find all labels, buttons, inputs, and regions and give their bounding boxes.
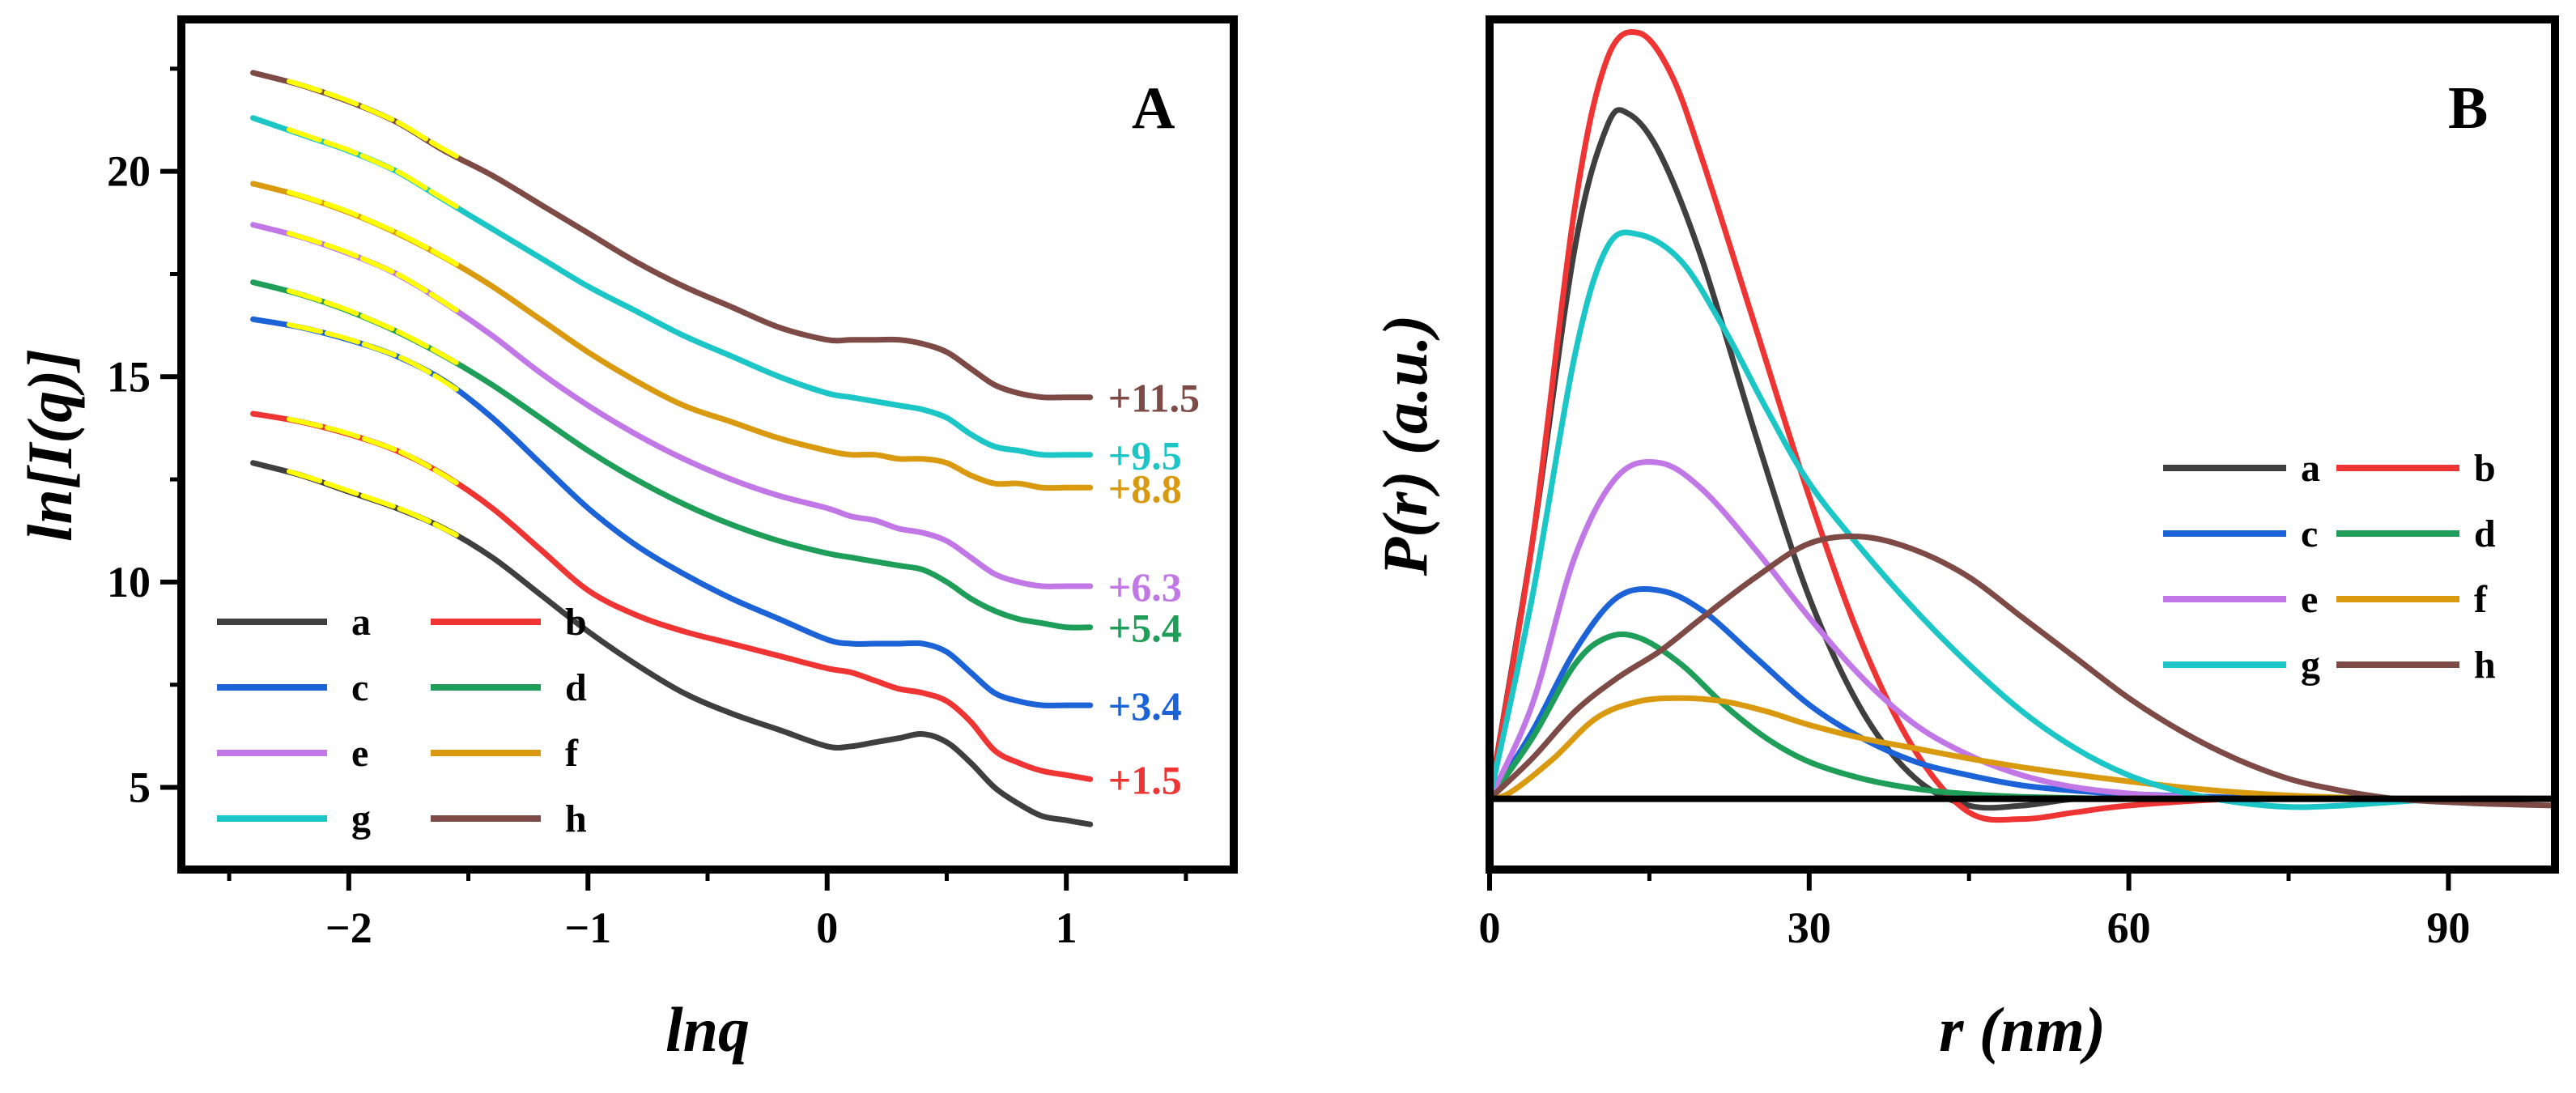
x-tick-label-b: 0 [1479,904,1501,952]
fit-line-g [287,127,459,210]
legend-label-b-b: b [2474,447,2496,490]
offset-label-b: +1.5 [1108,757,1182,802]
legend-label-a-f: f [565,732,579,775]
offset-label-h: +11.5 [1108,376,1200,421]
x-tick-label-a: −1 [564,904,611,952]
panel-b-x-ticks: 0 30 60 90 [1479,870,2470,952]
fit-line-b [287,416,459,486]
panel-b: a b c d e f g h 0 30 60 90 B r (nm) P(r) (a.u.) [1370,15,2559,1065]
fit-line-f [287,189,459,267]
panel-b-legend: a b c d e f g h [2163,447,2496,687]
offset-label-f: +8.8 [1108,466,1182,511]
legend-label-a-e: e [351,732,368,775]
x-tick-label-a: 0 [816,904,838,952]
panel-a-y-ticks: 5 10 15 20 [107,66,181,812]
fit-line-e [287,231,459,313]
panel-a-x-axis-title: lnq [665,994,750,1065]
legend-label-b-g: g [2301,644,2320,687]
y-tick-label-a: 20 [107,147,151,196]
y-tick-label-a: 15 [107,352,151,401]
legend-label-a-a: a [351,601,371,644]
panel-b-curves [1486,29,2558,823]
offset-label-d: +5.4 [1108,606,1182,651]
y-tick-label-a: 5 [129,763,151,812]
panel-a-legend: a b c d e f g h [217,601,587,840]
panel-b-label: B [2448,75,2488,142]
offset-label-c: +3.4 [1108,683,1182,729]
panel-a-y-axis-title: ln[I(q)] [15,349,85,542]
y-tick-label-a: 10 [107,558,151,606]
offset-label-g: +9.5 [1108,433,1182,478]
x-tick-label-a: −2 [325,904,372,952]
panel-a-offset-labels: +1.5 +3.4 +5.4+6.3 +8.8+9.5 +11.5 [1108,376,1200,803]
curve-b-e [1486,458,2558,802]
panel-a-label: A [1132,75,1175,142]
legend-label-b-h: h [2474,644,2496,687]
curve-a-c [250,316,1094,708]
panel-b-x-axis-title: r (nm) [1939,994,2106,1065]
x-tick-label-b: 60 [2107,904,2151,952]
legend-label-b-a: a [2301,447,2320,490]
fit-line-h [287,79,459,159]
x-tick-label-b: 30 [1787,904,1831,952]
legend-label-a-h: h [565,797,587,840]
curve-b-g [1486,229,2558,810]
fit-line-a [287,469,459,538]
legend-label-b-c: c [2301,512,2318,555]
x-tick-label-a: 1 [1056,904,1078,952]
legend-label-a-b: b [565,601,587,644]
panel-b-frame [1486,15,2559,874]
legend-label-b-f: f [2474,578,2488,621]
panel-a-fit-lines [287,79,459,538]
panel-a-x-ticks: −2 −1 0 1 [227,870,1188,952]
legend-label-a-d: d [565,666,587,709]
curve-a-a [250,460,1094,827]
legend-label-a-c: c [351,666,368,709]
curve-a-g [250,115,1094,458]
offset-label-e: +6.3 [1108,564,1182,610]
legend-label-a-g: g [351,797,371,840]
fit-line-d [287,288,459,365]
x-tick-label-b: 90 [2426,904,2470,952]
legend-label-b-e: e [2301,578,2318,621]
panel-a: +1.5 +3.4 +5.4+6.3 +8.8+9.5 +11.5 a b c d e f g h −… [15,15,1238,1065]
panel-b-y-axis-title: P(r) (a.u.) [1370,315,1440,577]
curve-b-a [1486,107,2558,811]
curve-b-h [1486,534,2558,809]
panel-a-curves [250,70,1094,827]
legend-label-b-d: d [2474,512,2496,555]
fit-line-c [287,321,459,392]
